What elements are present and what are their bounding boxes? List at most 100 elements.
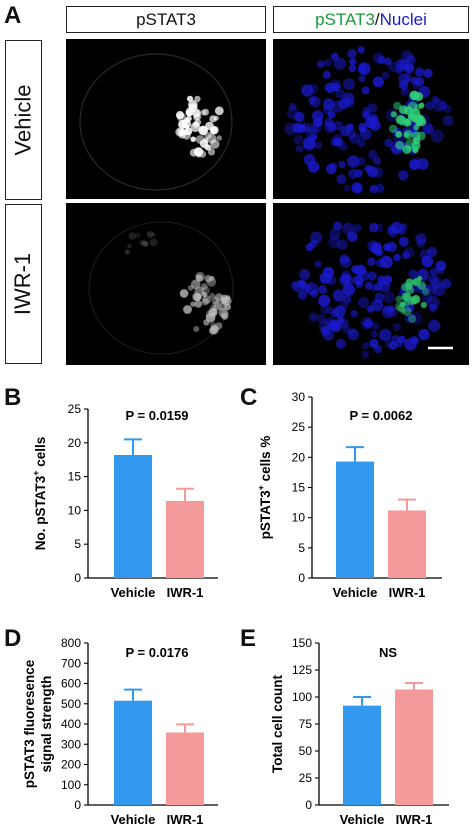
cell-spot: [412, 277, 421, 287]
cell-spot: [309, 134, 317, 142]
cell-spot: [387, 225, 397, 235]
y-tick-label: 0: [298, 571, 305, 585]
cell-spot: [339, 275, 351, 287]
cell-spot: [402, 251, 410, 260]
cell-spot: [381, 71, 390, 80]
cell-spot: [398, 170, 409, 181]
cell-spot: [427, 246, 438, 257]
y-tick-label: 0: [74, 571, 81, 585]
cell-spot: [370, 114, 379, 123]
cell-spot: [403, 247, 415, 258]
cell-spot: [192, 109, 201, 118]
cell-spot: [429, 304, 437, 312]
y-axis-label: Total cell count: [270, 674, 285, 773]
cell-spot: [317, 284, 328, 295]
cell-spot: [336, 174, 347, 185]
cell-spot: [205, 144, 212, 151]
cell-spot: [209, 275, 215, 281]
cell-spot: [305, 243, 314, 252]
cell-spot: [342, 294, 352, 304]
cell-spot: [189, 148, 198, 157]
y-tick-label: 0: [305, 798, 312, 812]
cell-spot: [314, 260, 322, 268]
cell-spot: [372, 76, 384, 88]
micrograph-iwr1-pstat3: [66, 203, 266, 365]
y-axis-label-sup: +: [256, 485, 266, 490]
cell-spot: [384, 275, 393, 283]
bar-iwr-1: [395, 689, 433, 805]
cell-spot: [288, 102, 297, 111]
cell-spot: [357, 139, 366, 148]
panel-a-letter: A: [4, 2, 22, 29]
chart-d-svg: 0 100 200 300 400 500 600 700 800 Vehicle IWR-1 P =…: [22, 636, 218, 827]
cell-spot: [402, 307, 412, 316]
cell-spot: [347, 49, 357, 59]
cell-spot: [408, 269, 417, 279]
cell-spot: [353, 184, 364, 194]
cell-spot: [213, 115, 219, 121]
cell-spot: [335, 88, 345, 99]
cell-spot: [324, 82, 335, 93]
header-nuclei-blue: Nuclei: [379, 9, 427, 29]
cell-spot: [421, 255, 434, 268]
cell-spot: [187, 285, 194, 291]
cell-spot: [203, 137, 209, 143]
cell-spot: [302, 139, 315, 151]
cell-spot: [322, 98, 335, 111]
y-tick-label: 20: [292, 450, 306, 464]
cell-spot: [328, 236, 341, 249]
cell-spot: [216, 135, 222, 141]
cell-spot: [431, 95, 439, 104]
cell-spot: [213, 304, 220, 311]
cell-spot: [395, 140, 404, 150]
chart-c-svg: 0 5 10 15 20 25 30 Vehicle IWR-1 P = 0.0062 pSTAT3…: [256, 390, 442, 600]
cell-spot: [342, 92, 355, 105]
cell-spot: [343, 184, 351, 192]
y-tick-label: 200: [61, 758, 81, 772]
cell-spot: [392, 322, 401, 332]
cell-spot: [143, 241, 149, 247]
y-tick-label: 800: [61, 636, 81, 650]
chart-e: 0 25 50 75 100 125 150 Vehicle IWR-1 NS Total cell…: [237, 615, 475, 837]
cell-spot: [335, 338, 346, 349]
cell-spot: [141, 240, 148, 247]
cell-spot: [421, 288, 430, 296]
bar-vehicle: [114, 700, 152, 805]
y-axis-label: pSTAT3+ cells %: [256, 436, 273, 540]
y-tick-label: 600: [61, 677, 81, 691]
header-pstat3-text: pSTAT3: [136, 9, 196, 29]
cell-spot: [328, 319, 340, 331]
cell-spot: [438, 101, 448, 110]
cell-spot: [338, 160, 346, 169]
cell-spot: [365, 281, 373, 290]
cell-spot: [181, 119, 191, 129]
cell-spot: [370, 245, 378, 254]
cell-spot: [146, 231, 154, 238]
cell-spot: [361, 86, 370, 95]
cell-spot: [353, 223, 362, 233]
cell-spot: [443, 104, 452, 113]
cell-spot: [435, 260, 447, 272]
cell-spot: [151, 232, 156, 237]
cell-spot: [393, 101, 402, 110]
cell-spot: [320, 305, 330, 315]
cell-spot: [211, 296, 220, 305]
cell-spot: [409, 159, 420, 170]
cell-spot: [375, 183, 385, 193]
y-axis-label-line2: signal strength: [39, 676, 54, 773]
cell-spot: [371, 322, 380, 330]
cell-spot: [415, 115, 421, 121]
cell-spot: [410, 76, 419, 85]
cell-spot: [205, 312, 216, 323]
cell-spot: [124, 249, 130, 255]
cell-spot: [326, 163, 337, 175]
micrograph-vehicle-merge: [273, 39, 469, 199]
chart-b: 0 5 10 15 20 25 Vehicle IWR-1 P = 0.0159 No. pSTA…: [0, 380, 237, 610]
cell-spot: [336, 239, 348, 250]
cell-spot: [393, 253, 401, 262]
cell-spot: [395, 66, 403, 74]
cell-spot: [402, 144, 412, 154]
cell-spot: [127, 244, 132, 249]
cell-spot: [360, 316, 374, 330]
y-tick-label: 25: [299, 771, 313, 785]
